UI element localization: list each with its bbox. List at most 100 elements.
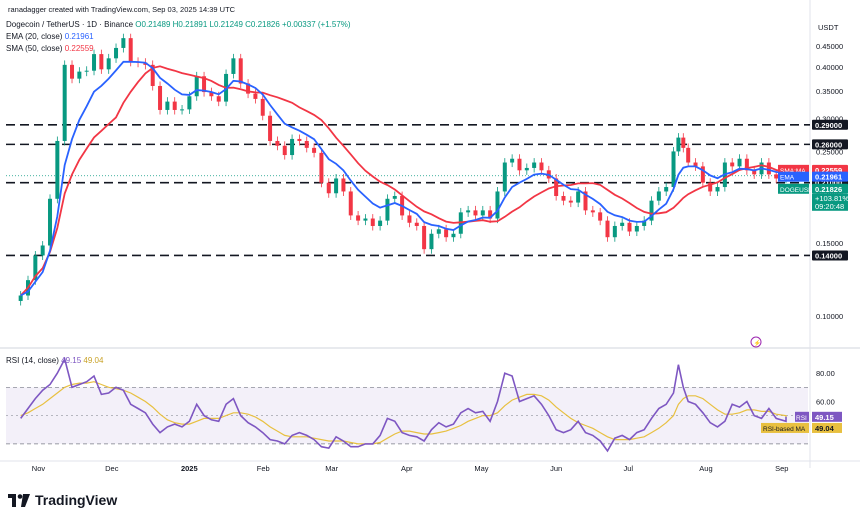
candle-body	[246, 83, 251, 94]
price-tick-label: 0.25000	[816, 147, 843, 156]
doge-price-tag-value: 0.21826	[815, 185, 842, 194]
candle-body	[671, 151, 676, 188]
candle-body	[363, 218, 368, 221]
doge-price-tag-name: DOGEUSDT	[780, 187, 817, 194]
candle-body	[744, 158, 749, 171]
candle-body	[121, 38, 126, 48]
candle-body	[158, 85, 163, 110]
candle-body	[620, 222, 625, 226]
rsi-tag-value-box	[812, 411, 842, 422]
candle-body	[576, 191, 581, 203]
doge-change-pct: +103.81%	[815, 194, 849, 203]
doge-countdown: 09:20:48	[815, 202, 844, 211]
sma-50-line	[20, 65, 787, 297]
time-tick-label: Sep	[775, 464, 788, 473]
candle-body	[55, 140, 60, 199]
candle-body	[99, 54, 104, 70]
candle-body	[664, 187, 669, 192]
candle-body	[334, 178, 339, 194]
candle-body	[341, 178, 346, 192]
candle-body	[33, 255, 38, 281]
time-tick-label: Dec	[105, 464, 119, 473]
candle-body	[634, 225, 639, 232]
rsi-ma-line	[20, 381, 787, 445]
candle-body	[422, 225, 427, 250]
candle-body	[502, 162, 507, 192]
candle-body	[473, 210, 478, 216]
candle-body	[488, 210, 493, 219]
candle-body	[319, 152, 324, 183]
candle-body	[444, 229, 449, 238]
candle-body	[282, 145, 287, 156]
candle-body	[150, 64, 155, 86]
sma-legend[interactable]: SMA (50, close) 0.22559	[6, 44, 94, 53]
candle-body	[275, 140, 280, 146]
tradingview-logo-icon	[8, 493, 30, 507]
candle-body	[194, 76, 199, 97]
ema-label: EMA (20, close)	[6, 32, 63, 41]
candle-body	[510, 158, 515, 163]
time-tick-label: May	[474, 464, 488, 473]
rsi-tick-label: 60.00	[816, 397, 835, 406]
sma-price-tag-name: SMA:MA	[780, 168, 806, 175]
rsi-ma-tag-value: 49.04	[815, 424, 835, 433]
candle-body	[539, 162, 544, 171]
sma-label: SMA (50, close)	[6, 44, 63, 53]
level-price-label: 0.14000	[815, 251, 842, 260]
candle-body	[304, 140, 309, 148]
level-price-tag	[812, 119, 848, 130]
candle-body	[84, 70, 89, 72]
rsi-tag-name: RSI	[796, 415, 807, 422]
brand-name: TradingView	[35, 492, 118, 508]
doge-price-tag-box	[778, 183, 809, 194]
rsi-value: 49.15	[61, 356, 82, 365]
tradingview-brand[interactable]: TradingView	[8, 492, 117, 508]
doge-change-box	[812, 193, 848, 211]
candle-body	[48, 198, 53, 246]
level-price-tag	[812, 250, 848, 261]
time-tick-label: 2025	[181, 464, 198, 473]
candle-body	[517, 158, 522, 171]
time-tick-label: Feb	[257, 464, 270, 473]
candle-body	[114, 47, 119, 59]
candle-body	[737, 158, 742, 167]
candle-body	[605, 220, 610, 238]
candle-body	[583, 191, 588, 211]
rsi-legend[interactable]: RSI (14, close) 49.15 49.04	[6, 356, 103, 365]
ohlc-values: O0.21489 H0.21891 L0.21249 C0.21826 +0.0…	[135, 20, 351, 29]
candle-body	[370, 218, 375, 226]
rsi-label: RSI (14, close)	[6, 356, 59, 365]
candle-body	[268, 115, 273, 141]
candle-body	[730, 162, 735, 167]
candle-body	[70, 64, 75, 79]
candle-body	[590, 210, 595, 213]
candle-body	[532, 162, 537, 168]
event-flag-glyph: ⚡	[754, 339, 761, 347]
candle-body	[642, 220, 647, 226]
ema-legend[interactable]: EMA (20, close) 0.21961	[6, 32, 94, 41]
candle-body	[681, 137, 686, 148]
pair-header: Dogecoin / TetherUS · 1D · Binance O0.21…	[6, 20, 351, 29]
candle-body	[165, 101, 170, 110]
currency-label: USDT	[818, 23, 839, 32]
level-price-tag	[812, 139, 848, 150]
candle-body	[385, 198, 390, 221]
chart-credit: ranadagger created with TradingView.com,…	[8, 5, 236, 14]
ema-20-line	[20, 60, 787, 297]
rsi-ma-tag-name-box	[761, 422, 809, 433]
ema-value: 0.21961	[64, 32, 94, 41]
level-price-label: 0.29000	[815, 121, 842, 130]
pair-title: Dogecoin / TetherUS · 1D · Binance	[6, 20, 134, 29]
time-tick-label: Apr	[401, 464, 413, 473]
candle-body	[686, 147, 691, 163]
candle-body	[260, 98, 265, 116]
candle-body	[676, 137, 681, 152]
candle-body	[524, 167, 529, 171]
candle-body	[568, 200, 573, 203]
event-flag-icon[interactable]	[750, 336, 762, 348]
candle-body	[649, 200, 654, 221]
time-tick-label: Nov	[32, 464, 46, 473]
candle-body	[312, 147, 317, 153]
candle-body	[561, 196, 566, 201]
